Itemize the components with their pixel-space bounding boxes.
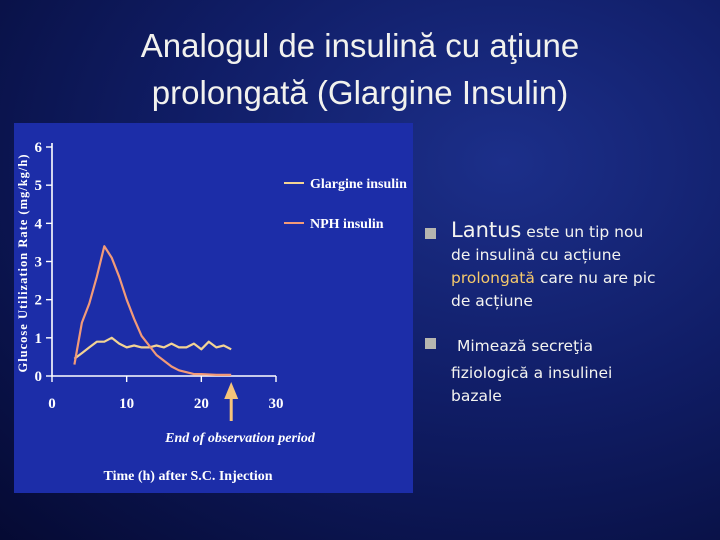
title-line-1: Analogul de insulină cu aţiune [140, 27, 580, 64]
y-tick-label: 4 [35, 216, 43, 232]
bullet-text-1a: este un tip nou [521, 223, 644, 241]
x-axis-label: Time (h) after S.C. Injection [103, 469, 272, 484]
up-arrow-icon [224, 382, 239, 399]
glucose-utilization-chart: Glucose Utilization Rate (mg/kg/h) 0 1 2 3 4… [16, 140, 407, 484]
y-tick-label: 5 [35, 178, 43, 194]
x-tick-label: 10 [119, 396, 134, 412]
bullet-text-1b: de insulină cu acțiune [451, 246, 622, 264]
square-bullet-icon [425, 228, 436, 239]
legend-entry: Glargine insulin [310, 177, 407, 192]
bullet-highlight-prolongata: prolongată [451, 269, 535, 287]
y-tick-label: 2 [35, 293, 43, 309]
slide-title: Analogul de insulină cu aţiune prolongat… [0, 22, 720, 116]
x-tick-label: 30 [269, 396, 284, 412]
bullet-text-2b: fiziologică a insulinei [451, 364, 613, 382]
bullet-item-secretion: Mimează secreţia fiziologică a insulinei… [423, 335, 713, 408]
bullet-text-1d: de acțiune [451, 292, 533, 310]
bullet-item-lantus: Lantus este un tip nou de insulină cu ac… [423, 218, 713, 313]
x-tick-label: 20 [194, 396, 209, 412]
chart-panel: Glucose Utilization Rate (mg/kg/h) 0 1 2 3 4… [14, 123, 413, 493]
y-tick-label: 1 [35, 331, 43, 347]
bullet-text-1c-rest: care nu are pic [534, 269, 656, 287]
legend-entry: NPH insulin [310, 217, 384, 232]
series-line-glargine [73, 336, 232, 360]
bullet-text-1c: prolongată care nu are pic [451, 267, 713, 290]
bullet-text-2c: bazale [451, 387, 502, 405]
y-tick-label: 3 [35, 255, 43, 271]
y-axis-label: Glucose Utilization Rate (mg/kg/h) [16, 153, 30, 372]
bullet-list: Lantus este un tip nou de insulină cu ac… [423, 218, 713, 408]
y-tick-label: 0 [35, 369, 43, 385]
bullet-lead-lantus: Lantus [451, 218, 522, 242]
bullet-text-2a: Mimează secreţia [457, 337, 593, 355]
square-bullet-icon [425, 338, 436, 349]
annotation-label: End of observation period [164, 431, 316, 446]
x-tick-label: 0 [48, 396, 56, 412]
title-line-2: prolongată (Glargine Insulin) [151, 74, 569, 111]
series-line-nph [73, 245, 232, 376]
y-tick-label: 6 [35, 140, 43, 156]
